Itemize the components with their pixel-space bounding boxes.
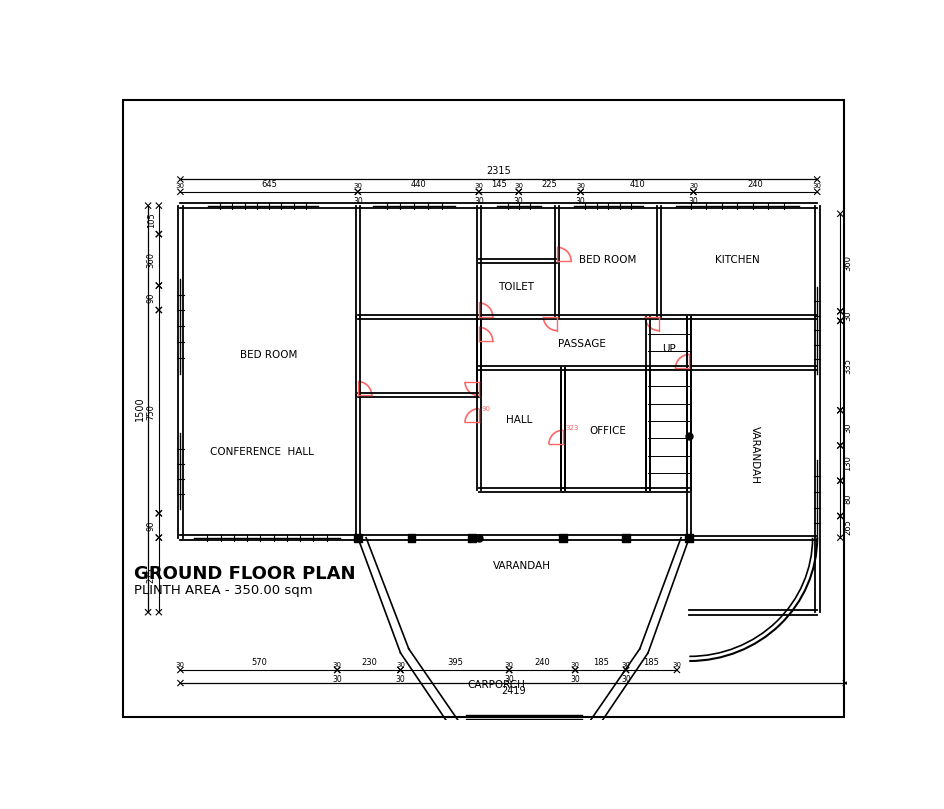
Text: 410: 410 — [629, 180, 645, 188]
Text: BED ROOM: BED ROOM — [240, 349, 297, 360]
Text: 30: 30 — [843, 311, 852, 321]
Text: 30: 30 — [688, 197, 699, 206]
Text: BED ROOM: BED ROOM — [580, 255, 637, 265]
Text: PASSAGE: PASSAGE — [558, 339, 606, 349]
Text: 30: 30 — [672, 662, 682, 667]
Text: TOILET: TOILET — [498, 282, 534, 292]
Text: 30: 30 — [396, 676, 405, 684]
Text: 30: 30 — [576, 197, 585, 206]
Text: 185: 185 — [644, 658, 660, 667]
Text: OFFICE: OFFICE — [590, 426, 627, 435]
Text: 145: 145 — [491, 180, 507, 188]
Text: 275: 275 — [146, 567, 156, 582]
Text: 30: 30 — [475, 184, 483, 189]
Text: 30: 30 — [176, 184, 185, 189]
Text: 750: 750 — [146, 404, 156, 420]
Text: 30: 30 — [570, 662, 580, 667]
Text: VARANDAH: VARANDAH — [493, 561, 550, 571]
Text: 230: 230 — [361, 658, 377, 667]
Text: 360: 360 — [843, 255, 852, 270]
Text: 30: 30 — [474, 197, 483, 206]
Text: 225: 225 — [542, 180, 558, 188]
Text: 335: 335 — [843, 358, 852, 374]
Text: 30: 30 — [621, 676, 631, 684]
Text: 130: 130 — [843, 455, 852, 471]
Text: 2419: 2419 — [501, 686, 526, 696]
Text: 30: 30 — [332, 676, 342, 684]
Text: 2315: 2315 — [486, 167, 512, 176]
Text: 30: 30 — [505, 662, 514, 667]
Text: UP: UP — [662, 345, 676, 354]
Text: 265: 265 — [843, 519, 852, 535]
Text: CARPORCH: CARPORCH — [468, 680, 526, 690]
Text: CONFERENCE  HALL: CONFERENCE HALL — [210, 447, 313, 457]
Text: KITCHEN: KITCHEN — [715, 255, 760, 265]
Text: 30: 30 — [353, 197, 362, 206]
Text: 360: 360 — [146, 252, 156, 268]
Text: 30: 30 — [576, 184, 585, 189]
Text: 90: 90 — [481, 406, 490, 412]
Text: 30: 30 — [843, 422, 852, 433]
Text: 440: 440 — [411, 180, 427, 188]
Text: 30: 30 — [514, 184, 523, 189]
Text: 240: 240 — [534, 658, 550, 667]
Text: 645: 645 — [261, 180, 278, 188]
Text: 90: 90 — [146, 293, 156, 303]
Text: 90: 90 — [146, 520, 156, 531]
Text: 30: 30 — [396, 662, 405, 667]
Text: 30: 30 — [514, 197, 524, 206]
Text: 570: 570 — [251, 658, 267, 667]
Text: PLINTH AREA - 350.00 sqm: PLINTH AREA - 350.00 sqm — [134, 584, 312, 597]
Text: 1500: 1500 — [135, 396, 145, 421]
Text: 323: 323 — [565, 425, 579, 431]
Text: 30: 30 — [813, 184, 821, 189]
Text: 30: 30 — [332, 662, 342, 667]
Text: 395: 395 — [447, 658, 463, 667]
Text: 30: 30 — [621, 662, 631, 667]
Text: 30: 30 — [570, 676, 580, 684]
Text: 105: 105 — [146, 212, 156, 228]
Text: 185: 185 — [593, 658, 609, 667]
Text: HALL: HALL — [506, 415, 532, 425]
Text: VARANDAH: VARANDAH — [750, 426, 760, 484]
Text: GROUND FLOOR PLAN: GROUND FLOOR PLAN — [134, 565, 356, 583]
Text: 80: 80 — [843, 493, 852, 504]
Text: 30: 30 — [176, 662, 185, 667]
Text: 30: 30 — [353, 184, 362, 189]
Text: 30: 30 — [504, 676, 514, 684]
Text: 240: 240 — [748, 180, 763, 188]
Text: 30: 30 — [689, 184, 698, 189]
